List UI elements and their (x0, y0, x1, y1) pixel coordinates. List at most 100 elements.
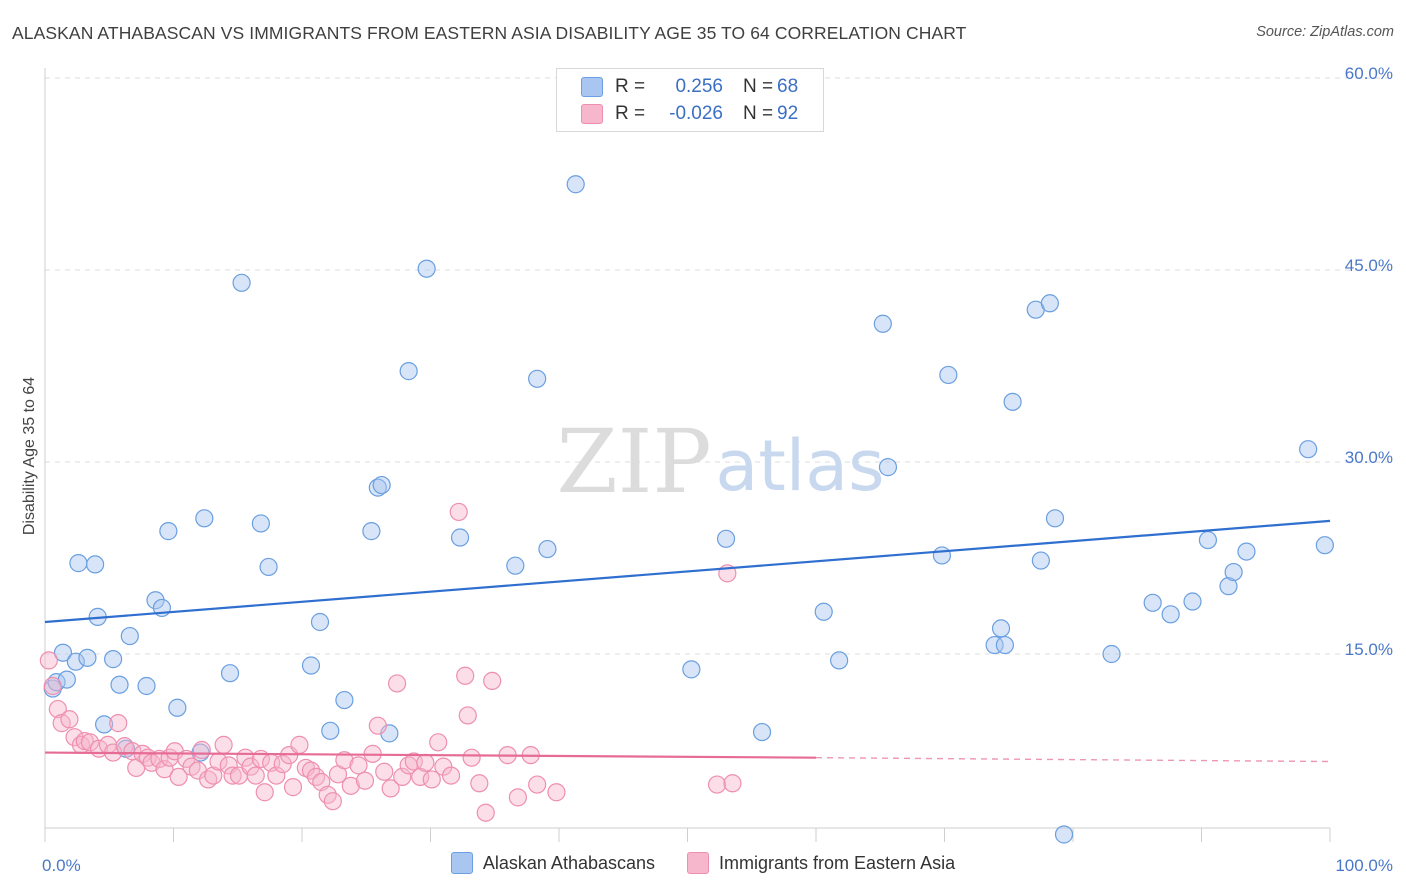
eastern-asia-point (441, 766, 461, 785)
athabascan-point (372, 475, 391, 495)
bottom-legend: Alaskan Athabascans Immigrants from East… (0, 852, 1406, 874)
athabascan-point (104, 650, 123, 669)
eastern-asia-point (241, 757, 260, 776)
data-points (39, 175, 1334, 844)
legend-n-value: 68 (777, 76, 799, 97)
eastern-asia-point (109, 714, 128, 733)
eastern-asia-point (476, 803, 495, 822)
athabascan-point (310, 612, 330, 632)
eastern-asia-point (375, 762, 394, 781)
eastern-asia-point (192, 740, 211, 760)
watermark: ZIP atlas (556, 410, 884, 513)
athabascan-point (450, 528, 470, 547)
axes (44, 68, 1331, 842)
athabascan-point (120, 626, 139, 646)
athabascan-point (195, 509, 214, 528)
eastern-asia-point (283, 778, 303, 797)
bottom-legend-athabascans: Alaskan Athabascans (450, 852, 656, 874)
athabascan-point (137, 676, 156, 696)
legend: R = 0.256 N = 68 R = -0.026 N = 92 (556, 68, 824, 132)
athabascan-point (168, 698, 187, 717)
athabascan-point (86, 555, 105, 574)
eastern-asia-point (349, 756, 368, 775)
legend-n-label: N = (743, 76, 774, 97)
eastern-asia-trend-extension (815, 756, 1331, 763)
athabascan-point (53, 643, 73, 662)
eastern-asia-point (335, 751, 354, 770)
eastern-asia-point (393, 767, 412, 786)
athabascan-point (95, 715, 114, 734)
eastern-asia-point (223, 766, 242, 785)
eastern-asia-point (707, 775, 727, 794)
athabascan-point (995, 635, 1014, 655)
eastern-asia-point (723, 774, 742, 793)
legend-swatch-blue (581, 77, 603, 97)
athabascan-point (232, 273, 251, 292)
eastern-asia-point (60, 710, 79, 729)
eastern-asia-point (429, 733, 448, 752)
athabascan-point (932, 546, 952, 565)
eastern-asia-trend-line (44, 751, 817, 759)
eastern-asia-point (508, 788, 527, 807)
athabascan-point (1219, 577, 1238, 596)
eastern-asia-point (411, 767, 430, 786)
athabascan-point (1299, 440, 1318, 459)
bottom-legend-label: Alaskan Athabascans (482, 852, 656, 873)
eastern-asia-point (381, 779, 400, 798)
athabascan-point (566, 175, 585, 194)
eastern-asia-point (80, 733, 100, 752)
athabascan-point (1102, 644, 1121, 664)
legend-row-eastern-asia: R = -0.026 N = 92 (581, 100, 798, 128)
eastern-asia-point (39, 651, 58, 670)
athabascan-point (1198, 530, 1218, 550)
watermark-atlas: atlas (715, 425, 884, 507)
y-tick-label: 60.0% (1345, 64, 1393, 83)
x-tick-label: 0.0% (42, 856, 81, 875)
legend-r-label: R = (615, 76, 646, 97)
eastern-asia-point (387, 674, 407, 693)
athabascan-point (1003, 392, 1022, 411)
athabascan-point (1315, 536, 1334, 555)
athabascan-point (752, 722, 772, 742)
athabascan-point (259, 557, 278, 577)
bottom-legend-swatch-blue (450, 852, 473, 874)
eastern-asia-point (422, 770, 441, 789)
eastern-asia-point (323, 792, 342, 811)
athabascan-point (66, 652, 85, 671)
eastern-asia-point (547, 783, 566, 802)
athabascan-point (682, 660, 701, 679)
athabascan-point (830, 651, 849, 670)
athabascan-point (985, 635, 1004, 655)
athabascan-point (1143, 593, 1162, 612)
athabascan-point (399, 362, 418, 381)
eastern-asia-point (355, 771, 375, 790)
source-label: Source: ZipAtlas.com (1256, 24, 1394, 40)
eastern-asia-point (483, 671, 502, 690)
eastern-asia-point (290, 735, 309, 754)
legend-n-label: N = (743, 103, 774, 124)
legend-row-athabascan: R = 0.256 N = 68 (581, 73, 798, 101)
athabascan-point (321, 721, 340, 740)
athabascan-point (528, 369, 547, 388)
legend-r-value: 0.256 (675, 76, 723, 97)
athabascan-point (506, 556, 525, 575)
athabascan-point (335, 690, 354, 710)
axis-labels: Disability Age 35 to 64 15.0% 30.0% 45.0% 6… (21, 64, 1393, 875)
athabascan-point (1161, 605, 1180, 624)
athabascan-point (538, 539, 557, 559)
eastern-asia-point (462, 748, 481, 767)
grid-lines (45, 77, 1392, 655)
y-tick-label: 15.0% (1345, 640, 1393, 659)
athabascan-point (1040, 294, 1059, 313)
athabascan-point (1237, 542, 1256, 561)
athabascan-point (159, 522, 178, 541)
eastern-asia-point (169, 767, 188, 786)
eastern-asia-point (204, 766, 223, 785)
eastern-asia-point (341, 776, 360, 795)
athabascan-point (69, 554, 88, 573)
athabascan-point (1045, 509, 1065, 528)
athabascan-trend-line (44, 519, 1331, 624)
athabascan-point (991, 619, 1011, 638)
legend-swatch-pink (581, 104, 603, 124)
